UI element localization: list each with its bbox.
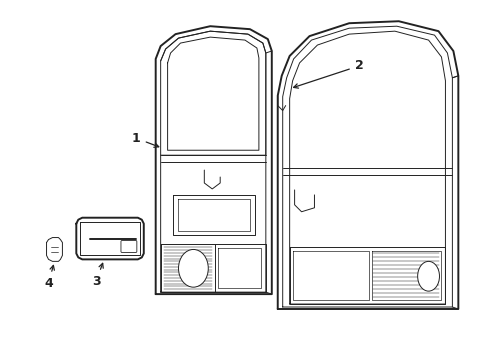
FancyBboxPatch shape bbox=[121, 240, 137, 252]
Text: 3: 3 bbox=[92, 263, 103, 288]
Text: 1: 1 bbox=[132, 132, 159, 147]
Text: 2: 2 bbox=[293, 59, 363, 88]
Text: 4: 4 bbox=[44, 265, 54, 290]
Ellipse shape bbox=[417, 261, 439, 291]
Ellipse shape bbox=[178, 249, 208, 287]
